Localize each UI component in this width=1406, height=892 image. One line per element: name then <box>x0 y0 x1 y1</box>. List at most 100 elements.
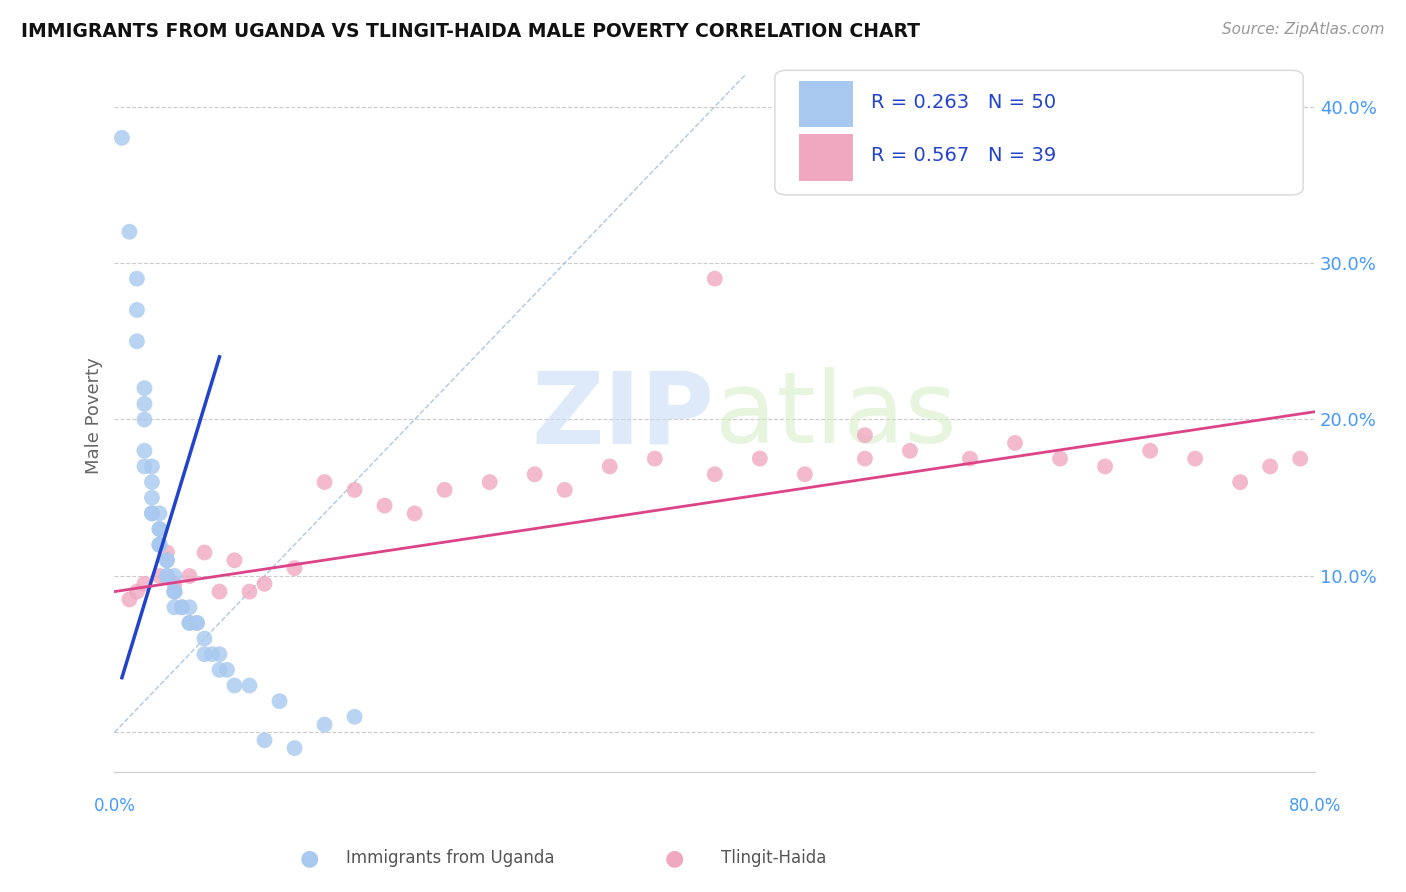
Point <box>148 538 170 552</box>
Point <box>269 694 291 708</box>
Point <box>163 576 186 591</box>
Point <box>433 483 456 497</box>
FancyBboxPatch shape <box>799 135 853 181</box>
Point <box>215 663 238 677</box>
Point <box>148 538 170 552</box>
Point <box>793 467 815 482</box>
Point <box>1229 475 1251 489</box>
Text: Immigrants from Uganda: Immigrants from Uganda <box>346 849 554 867</box>
Point <box>156 569 179 583</box>
Point <box>134 397 156 411</box>
Text: atlas: atlas <box>714 368 956 464</box>
Point <box>186 615 208 630</box>
Point <box>238 678 260 692</box>
Point <box>853 451 876 466</box>
Point <box>208 584 231 599</box>
Point <box>343 483 366 497</box>
Point <box>238 584 260 599</box>
Text: Tlingit-Haida: Tlingit-Haida <box>721 849 825 867</box>
Point <box>118 225 141 239</box>
Point <box>1094 459 1116 474</box>
Point <box>853 428 876 442</box>
Point <box>748 451 770 466</box>
Point <box>156 569 179 583</box>
Point <box>283 561 305 575</box>
Point <box>156 545 179 559</box>
Point <box>170 600 193 615</box>
FancyBboxPatch shape <box>775 70 1303 194</box>
Point <box>1289 451 1312 466</box>
Point <box>179 569 201 583</box>
Point <box>224 678 246 692</box>
Text: ●: ● <box>665 848 685 868</box>
Point <box>644 451 666 466</box>
Point <box>148 522 170 536</box>
Point <box>1258 459 1281 474</box>
Point <box>141 507 163 521</box>
Point <box>253 733 276 747</box>
Point <box>163 584 186 599</box>
Point <box>1139 443 1161 458</box>
Point <box>156 553 179 567</box>
Text: R = 0.263   N = 50: R = 0.263 N = 50 <box>870 93 1056 112</box>
Y-axis label: Male Poverty: Male Poverty <box>86 357 103 474</box>
FancyBboxPatch shape <box>799 81 853 128</box>
Point <box>134 381 156 395</box>
Point <box>141 475 163 489</box>
Text: 0.0%: 0.0% <box>93 797 135 814</box>
Point <box>134 576 156 591</box>
Point <box>125 271 148 285</box>
Point <box>134 459 156 474</box>
Point <box>118 592 141 607</box>
Point <box>141 491 163 505</box>
Text: R = 0.567   N = 39: R = 0.567 N = 39 <box>870 146 1056 165</box>
Point <box>404 507 426 521</box>
Point <box>148 507 170 521</box>
Point <box>703 467 725 482</box>
Point <box>141 459 163 474</box>
Point <box>148 538 170 552</box>
Point <box>134 412 156 426</box>
Point <box>201 647 224 661</box>
Text: IMMIGRANTS FROM UGANDA VS TLINGIT-HAIDA MALE POVERTY CORRELATION CHART: IMMIGRANTS FROM UGANDA VS TLINGIT-HAIDA … <box>21 22 920 41</box>
Point <box>134 443 156 458</box>
Point <box>141 507 163 521</box>
Point <box>314 475 336 489</box>
Point <box>343 710 366 724</box>
Point <box>179 615 201 630</box>
Point <box>599 459 621 474</box>
Point <box>186 615 208 630</box>
Point <box>163 584 186 599</box>
Text: Source: ZipAtlas.com: Source: ZipAtlas.com <box>1222 22 1385 37</box>
Point <box>125 584 148 599</box>
Point <box>125 334 148 349</box>
Point <box>283 741 305 756</box>
Point <box>193 632 215 646</box>
Point <box>148 522 170 536</box>
Point <box>959 451 981 466</box>
Point <box>163 600 186 615</box>
Point <box>1184 451 1206 466</box>
Point <box>163 569 186 583</box>
Point <box>224 553 246 567</box>
Point <box>163 584 186 599</box>
Point <box>148 569 170 583</box>
Point <box>1004 436 1026 450</box>
Point <box>193 545 215 559</box>
Point <box>208 663 231 677</box>
Point <box>554 483 576 497</box>
Point <box>193 647 215 661</box>
Text: ●: ● <box>299 848 319 868</box>
Point <box>374 499 396 513</box>
Point <box>111 131 134 145</box>
Point <box>179 600 201 615</box>
Point <box>478 475 501 489</box>
Point <box>179 615 201 630</box>
Point <box>208 647 231 661</box>
Point <box>125 302 148 317</box>
Point <box>156 553 179 567</box>
Point <box>1049 451 1071 466</box>
Point <box>170 600 193 615</box>
Text: 80.0%: 80.0% <box>1289 797 1341 814</box>
Point <box>523 467 546 482</box>
